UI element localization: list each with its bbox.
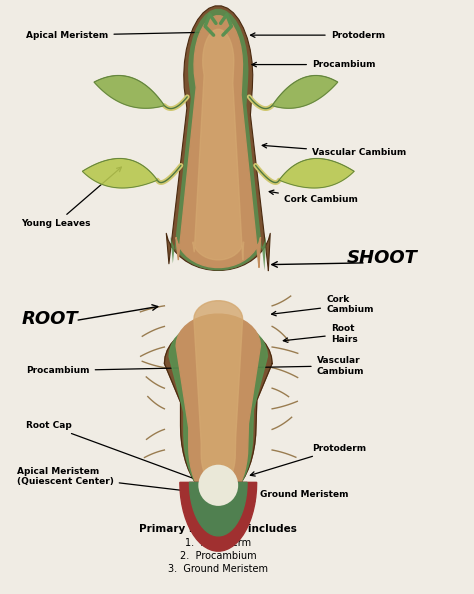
Polygon shape (279, 159, 354, 188)
Polygon shape (82, 159, 157, 188)
Text: 3.  Ground Meristem: 3. Ground Meristem (168, 564, 268, 574)
Text: Cork
Cambium: Cork Cambium (272, 295, 374, 316)
Text: Vascular
Cambium: Vascular Cambium (248, 356, 364, 375)
Text: Ground Meristem: Ground Meristem (232, 489, 349, 507)
Polygon shape (176, 16, 261, 267)
Text: Apical Meristem: Apical Meristem (26, 30, 207, 40)
Polygon shape (164, 323, 272, 497)
Text: Root
Hairs: Root Hairs (283, 324, 357, 344)
Polygon shape (94, 75, 164, 108)
Polygon shape (272, 75, 337, 108)
Polygon shape (193, 29, 244, 260)
Text: Root Cap: Root Cap (26, 421, 201, 482)
Polygon shape (176, 314, 260, 502)
Text: Vascular Cambium: Vascular Cambium (262, 144, 406, 157)
Text: Procambium: Procambium (252, 60, 375, 69)
Text: ROOT: ROOT (21, 310, 78, 328)
Polygon shape (170, 9, 266, 270)
Text: Primary Meristem includes: Primary Meristem includes (139, 525, 297, 535)
Text: 1.  Protoderm: 1. Protoderm (185, 538, 251, 548)
Text: 2.  Procambium: 2. Procambium (180, 551, 256, 561)
Text: Apical Meristem
(Quiescent Center): Apical Meristem (Quiescent Center) (17, 467, 210, 495)
Text: Protoderm: Protoderm (251, 31, 385, 40)
Polygon shape (194, 301, 243, 486)
Text: SHOOT: SHOOT (347, 248, 418, 267)
Polygon shape (166, 6, 270, 270)
Polygon shape (190, 482, 247, 536)
Ellipse shape (198, 465, 238, 506)
Polygon shape (169, 320, 267, 499)
Text: Cork Cambium: Cork Cambium (269, 190, 358, 204)
Text: Procambium: Procambium (26, 365, 193, 375)
Text: Protoderm: Protoderm (250, 444, 366, 476)
Polygon shape (180, 482, 257, 551)
Text: Young Leaves: Young Leaves (21, 167, 121, 228)
